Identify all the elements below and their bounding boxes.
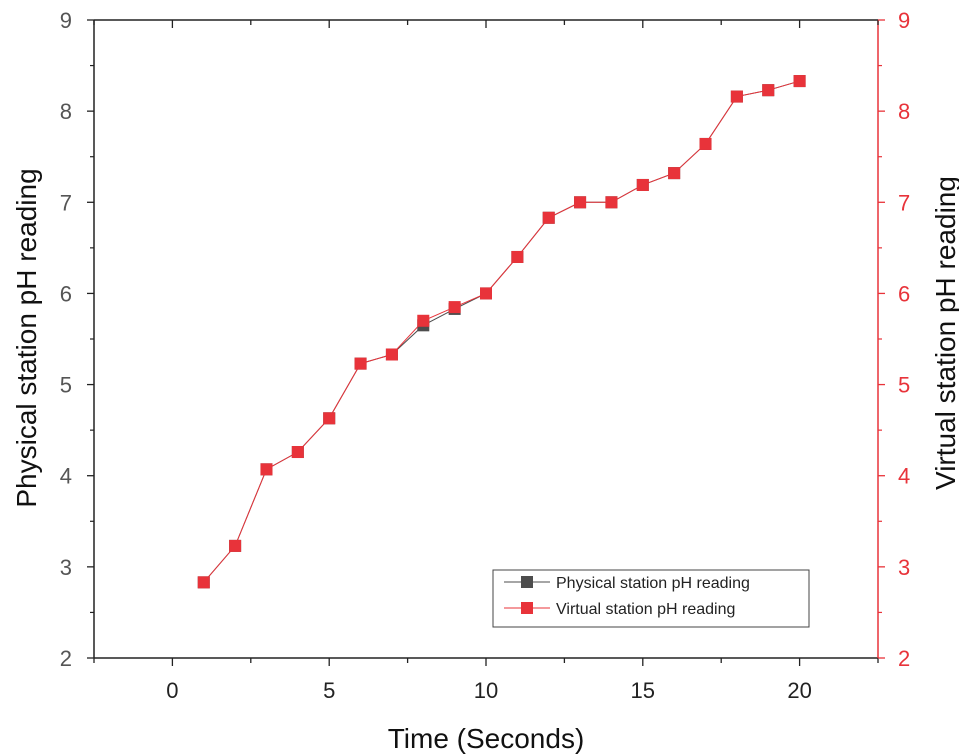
- data-point: [417, 314, 430, 327]
- series-line: [203, 80, 800, 583]
- legend: Physical station pH reading Virtual stat…: [492, 569, 810, 628]
- data-point: [229, 539, 242, 552]
- series-layer: [197, 75, 806, 589]
- right-tick-label: 7: [898, 190, 910, 215]
- right-tick-label: 9: [898, 8, 910, 33]
- series-physical: [197, 75, 806, 589]
- data-point: [480, 287, 492, 300]
- legend-box: [492, 569, 810, 628]
- x-tick-label: 20: [787, 678, 811, 703]
- left-tick-label: 9: [60, 8, 72, 33]
- data-point: [542, 211, 555, 224]
- data-point: [574, 196, 587, 209]
- right-tick-label: 8: [898, 99, 910, 124]
- left-y-axis-ticks: 2 3 4 5 6 7 8 9: [60, 8, 94, 671]
- legend-physical-marker: [521, 576, 533, 588]
- x-tick-label: 0: [166, 678, 178, 703]
- x-axis-ticks: 0 5 10 15 20: [93, 20, 879, 703]
- right-y-axis-ticks: 2 3 4 5 6 7 8 9: [878, 8, 910, 671]
- legend-physical-label: Physical station pH reading: [556, 575, 750, 592]
- x-tick-label: 15: [631, 678, 655, 703]
- left-tick-label: 7: [60, 190, 72, 215]
- right-tick-label: 6: [898, 281, 910, 306]
- left-tick-label: 5: [60, 373, 72, 398]
- right-tick-label: 2: [898, 646, 910, 671]
- left-tick-label: 2: [60, 646, 72, 671]
- left-tick-label: 8: [60, 99, 72, 124]
- data-point: [636, 178, 649, 191]
- data-point: [448, 301, 461, 314]
- data-point: [730, 90, 743, 103]
- data-point: [291, 446, 304, 459]
- right-tick-label: 5: [898, 373, 910, 398]
- data-point: [511, 250, 524, 263]
- data-point: [699, 137, 712, 150]
- data-point: [385, 348, 398, 361]
- plot-frame: [93, 19, 879, 659]
- left-tick-label: 3: [60, 555, 72, 580]
- left-tick-label: 6: [60, 281, 72, 306]
- x-axis-title: Time (Seconds): [388, 723, 585, 754]
- right-tick-label: 3: [898, 555, 910, 580]
- left-tick-label: 4: [60, 464, 72, 489]
- data-point: [260, 463, 273, 476]
- data-point: [762, 84, 775, 97]
- left-y-axis-title: Physical station pH reading: [11, 168, 42, 507]
- data-point: [197, 576, 210, 589]
- x-tick-label: 10: [474, 678, 498, 703]
- series-virtual: [197, 75, 806, 589]
- x-tick-label: 5: [323, 678, 335, 703]
- series-line: [203, 80, 800, 583]
- legend-virtual-label: Virtual station pH reading: [556, 601, 735, 618]
- right-tick-label: 4: [898, 464, 910, 489]
- right-y-axis-title: Virtual station pH reading: [930, 176, 959, 490]
- legend-virtual-marker: [521, 602, 533, 614]
- data-point: [354, 357, 367, 370]
- data-point: [323, 412, 336, 425]
- data-point: [605, 196, 618, 209]
- data-point: [668, 167, 681, 180]
- data-point: [793, 75, 806, 88]
